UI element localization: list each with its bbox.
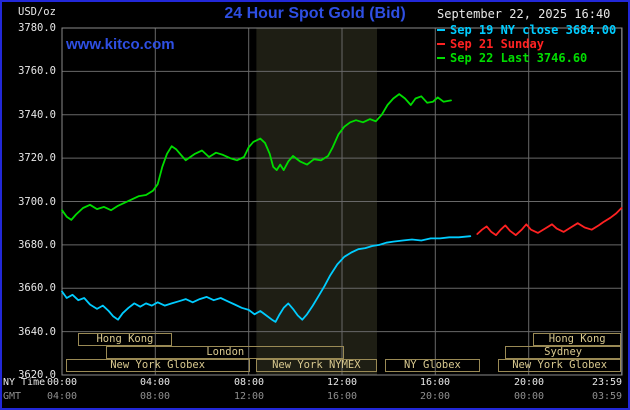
legend-item-sep22: Sep 22 Last 3746.60 [437,51,616,65]
x-tick-gmt-0400: 04:00 [46,391,78,402]
legend-dash-icon-cyan [437,29,445,31]
y-tick-label-3780: 3780.0 [18,22,56,34]
x-tick-ny-1200: 12:00 [326,377,358,388]
ny-time-axis-label: NY Time [3,377,46,388]
legend-dash-icon-red [437,43,445,45]
plot-border [61,27,623,376]
legend-item-sep19: Sep 19 NY close 3684.00 [437,23,616,37]
session-box-london: London [106,346,345,359]
legend-label-sep19: Sep 19 NY close 3684.00 [450,23,617,37]
x-tick-ny-2000: 20:00 [513,377,545,388]
gmt-axis-label: GMT [3,391,22,402]
y-tick-label-3760: 3760.0 [18,65,56,77]
y-tick-label-3680: 3680.0 [18,239,56,251]
kitco-watermark-link[interactable]: www.kitco.com [66,36,175,53]
session-box-hong-kong: Hong Kong [533,333,621,346]
x-tick-ny-2359: 23:59 [591,377,623,388]
session-box-ny-globex: NY Globex [385,359,480,372]
session-box-sydney: Sydney [505,346,621,359]
x-tick-gmt-1600: 16:00 [326,391,358,402]
chart-datetime: September 22, 2025 16:40 [437,7,611,21]
session-box-new-york-globex: New York Globex [65,359,250,372]
legend-label-sep21: Sep 21 Sunday [450,37,544,51]
x-tick-ny-0800: 08:00 [233,377,265,388]
session-box-new-york-nymex: New York NYMEX [255,359,377,372]
y-tick-label-3620: 3620.0 [18,369,56,381]
y-tick-label-3640: 3640.0 [18,326,56,338]
y-tick-label-3660: 3660.0 [18,282,56,294]
x-tick-gmt-0800: 08:00 [139,391,171,402]
legend-item-sep21: Sep 21 Sunday [437,37,616,51]
y-tick-label-3720: 3720.0 [18,152,56,164]
series-line-sep19 [61,235,472,323]
y-tick-label-3740: 3740.0 [18,109,56,121]
x-tick-gmt-2000: 20:00 [419,391,451,402]
session-box-new-york-globex: New York Globex [498,359,621,372]
x-tick-gmt-1200: 12:00 [233,391,265,402]
x-tick-ny-0400: 04:00 [139,377,171,388]
x-tick-gmt-0359: 03:59 [591,391,623,402]
session-box-hong-kong: Hong Kong [78,333,172,346]
series-line-sep22 [61,93,452,221]
x-tick-ny-1600: 16:00 [419,377,451,388]
series-line-sep21 [476,207,623,237]
x-tick-ny-0000: 00:00 [46,377,78,388]
legend-label-sep22: Sep 22 Last 3746.60 [450,51,588,65]
legend-dash-icon-green [437,57,445,59]
units-label: USD/oz [18,6,56,18]
chart-title: 24 Hour Spot Gold (Bid) [224,5,406,22]
legend: September 22, 2025 16:40 Sep 19 NY close… [437,7,616,65]
y-tick-label-3700: 3700.0 [18,196,56,208]
x-tick-gmt-0000: 00:00 [513,391,545,402]
